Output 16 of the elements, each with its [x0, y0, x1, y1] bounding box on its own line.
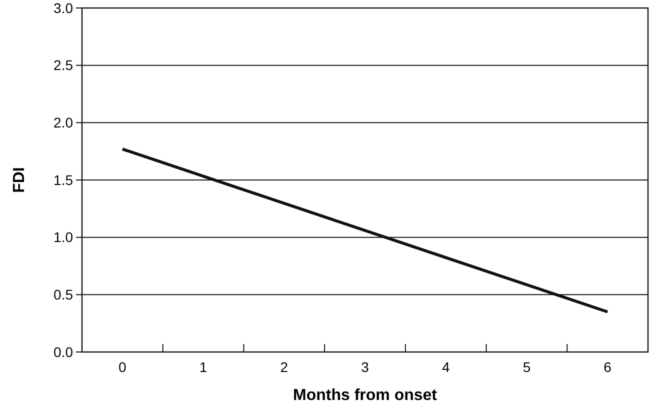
x-axis-title: Months from onset: [293, 387, 438, 404]
y-tick-label: 2.5: [54, 57, 74, 74]
y-axis-title: FDI: [11, 167, 28, 193]
x-tick-label: 1: [199, 359, 208, 375]
x-tick-label: 5: [522, 359, 531, 375]
y-tick-label: 1.5: [54, 172, 74, 188]
y-tick-label: 0.5: [54, 286, 74, 303]
x-tick-label: 6: [604, 359, 612, 375]
x-tick-label: 3: [361, 359, 370, 375]
y-tick-label: 2.0: [54, 114, 74, 131]
x-tick-label: 0: [118, 359, 127, 375]
y-tick-label: 0.0: [54, 344, 74, 360]
x-tick-label: 2: [280, 359, 288, 375]
y-tick-label: 1.0: [54, 229, 74, 246]
x-tick-label: 4: [442, 359, 450, 375]
y-tick-label: 3.0: [54, 0, 74, 16]
